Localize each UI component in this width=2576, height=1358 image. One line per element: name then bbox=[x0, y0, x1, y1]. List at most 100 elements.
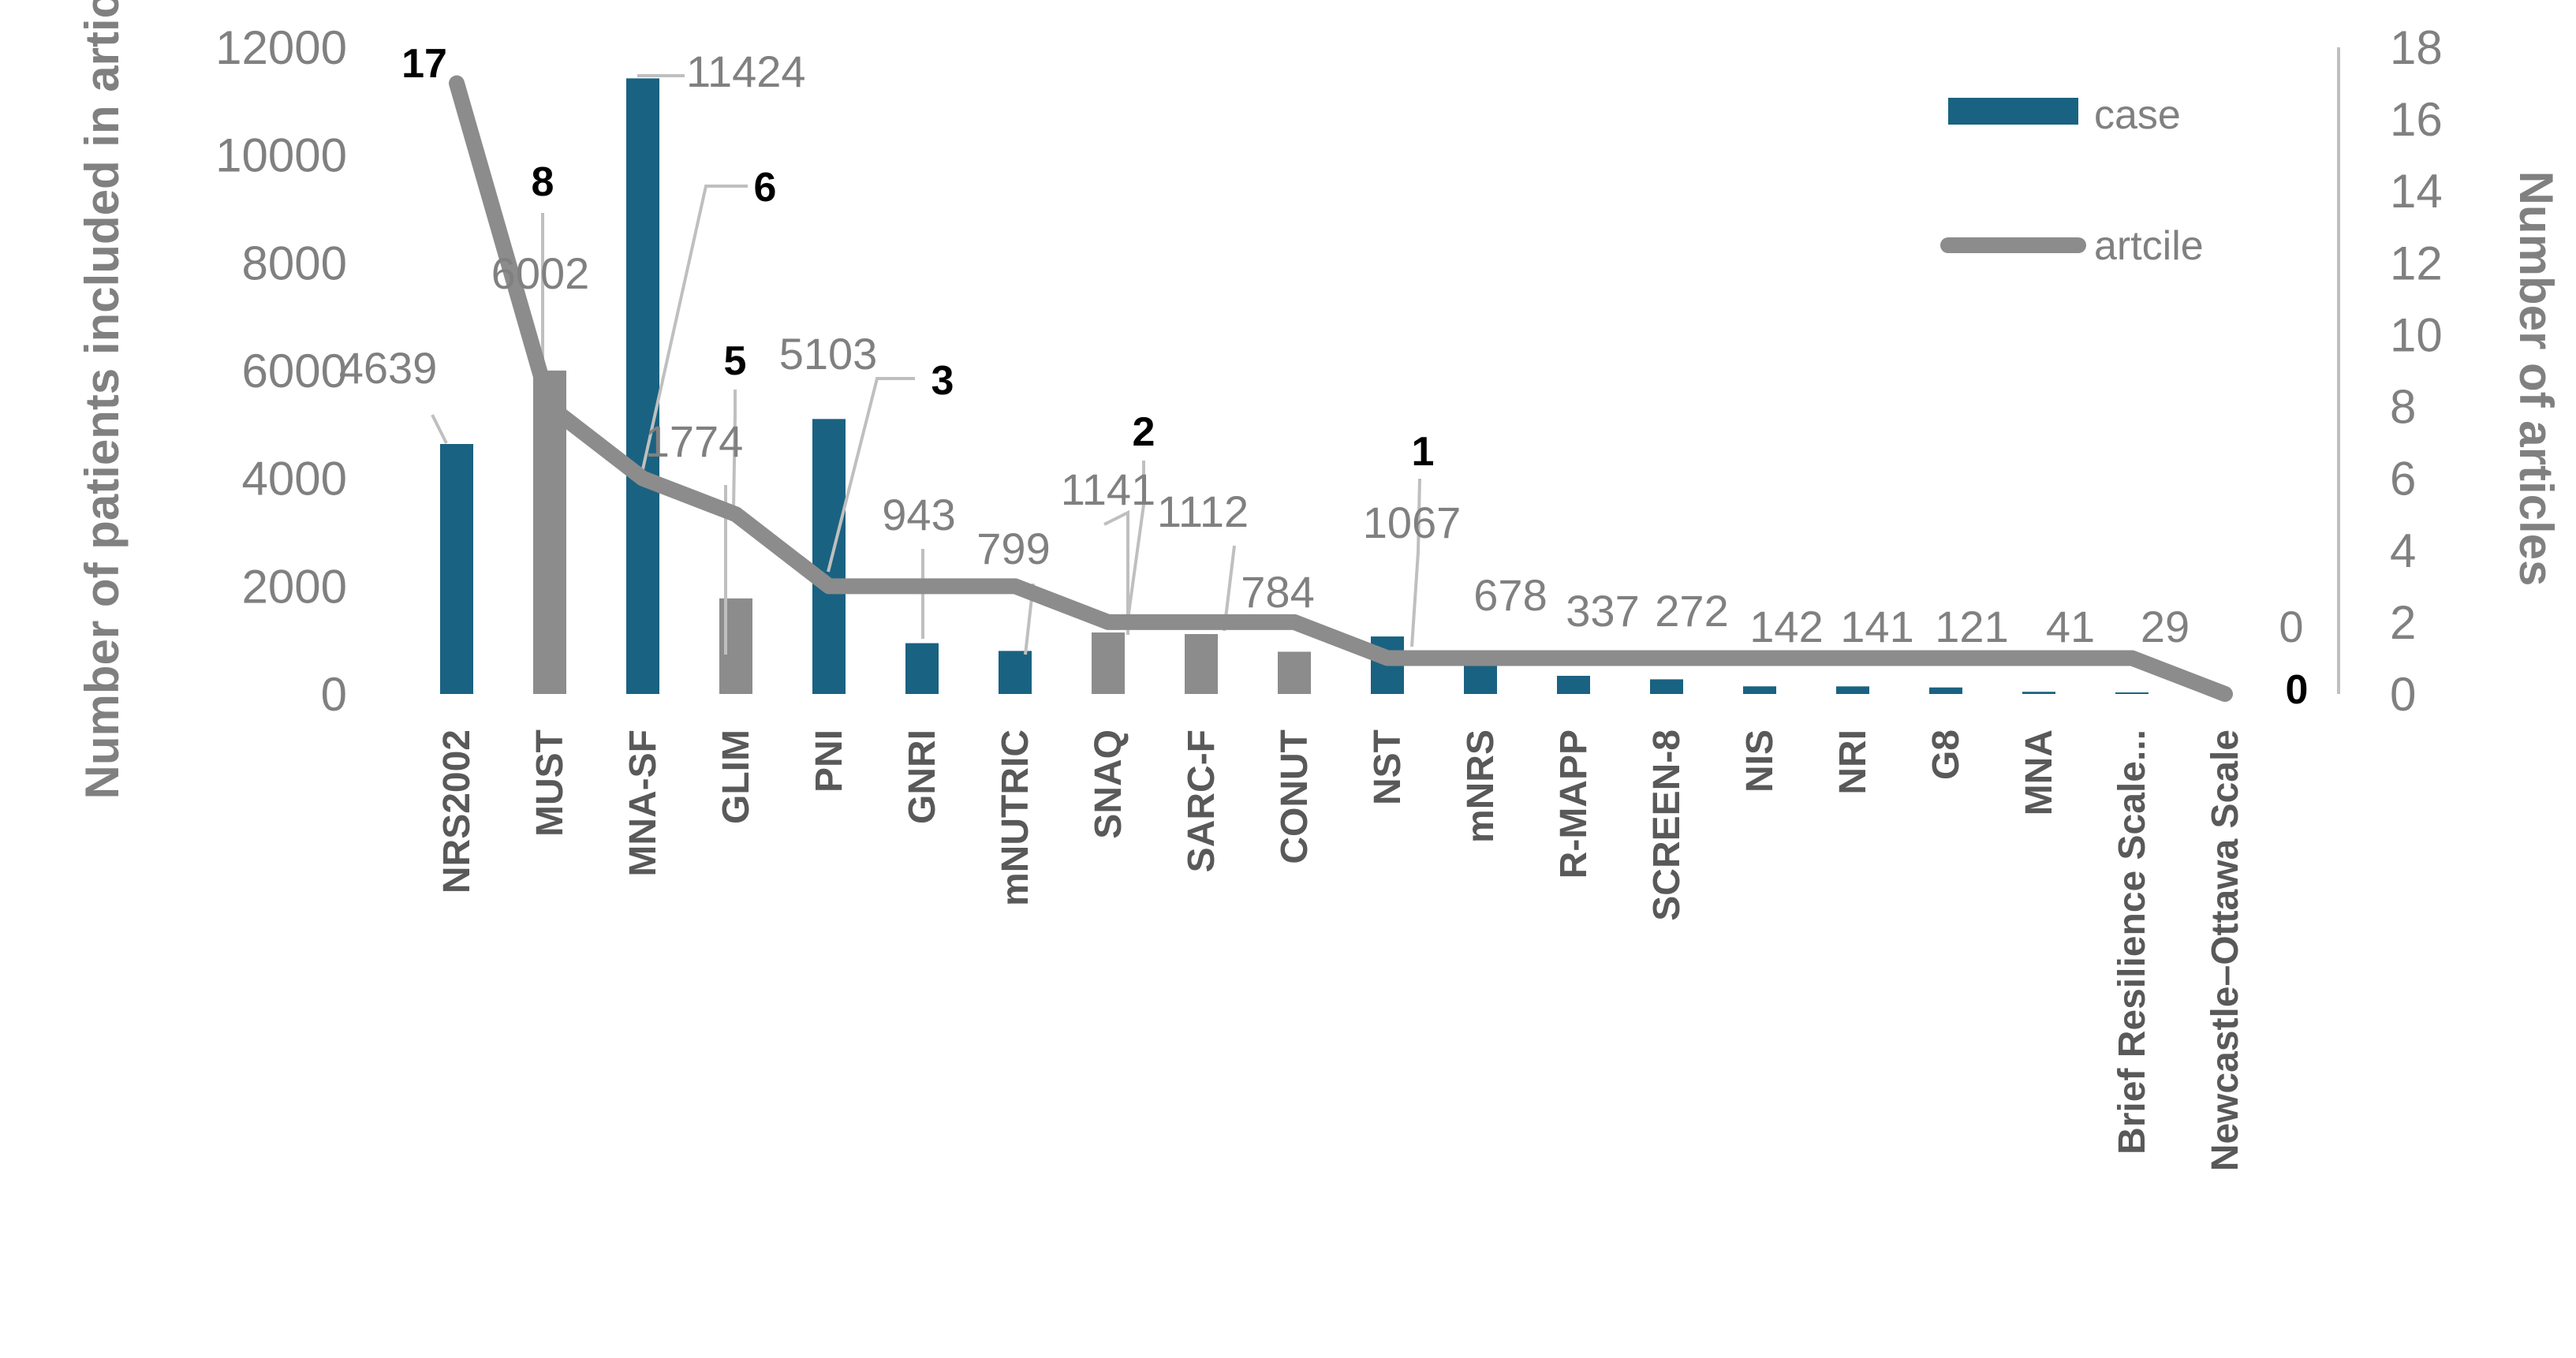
labels-layer: NRS2002 MUST MNA-SF GLIM PNI GNRI mNUTRIC SNAQ S… bbox=[339, 41, 2309, 1171]
leader-line bbox=[1126, 461, 1145, 620]
right-tick-label: 12 bbox=[2390, 237, 2443, 289]
bar-data-label: 4639 bbox=[339, 343, 438, 393]
category-label: mNRS bbox=[1460, 729, 1502, 843]
line-point bbox=[2223, 692, 2227, 696]
legend-swatch-case bbox=[1948, 98, 2078, 125]
bar-data-label: 272 bbox=[1655, 586, 1728, 636]
line-point bbox=[1944, 656, 1947, 660]
line-point bbox=[1851, 656, 1854, 660]
line-point bbox=[827, 584, 831, 588]
right-tick-label: 14 bbox=[2390, 165, 2443, 218]
category-label: G8 bbox=[1925, 729, 1967, 780]
article-data-label: 1 bbox=[1412, 429, 1435, 475]
bar-data-label: 121 bbox=[1935, 602, 2008, 651]
category-label: R-MAPP bbox=[1553, 729, 1595, 879]
right-tick-label: 18 bbox=[2390, 21, 2443, 74]
line-point bbox=[455, 81, 458, 85]
article-data-label: 6 bbox=[754, 165, 777, 211]
article-data-label: 5 bbox=[724, 338, 747, 384]
bar-data-label: 1774 bbox=[645, 416, 744, 466]
right-tick-label: 6 bbox=[2390, 453, 2416, 506]
line-point bbox=[1107, 620, 1110, 624]
bar-r-mapp bbox=[1557, 675, 1590, 694]
bar-conut bbox=[1278, 651, 1311, 694]
line-point bbox=[2130, 656, 2134, 660]
category-label: SNAQ bbox=[1088, 729, 1129, 839]
line-point bbox=[1758, 656, 1761, 660]
bar-data-label: 1112 bbox=[1157, 487, 1249, 536]
bar-data-label: 799 bbox=[976, 524, 1050, 573]
left-tick-label: 12000 bbox=[215, 21, 347, 74]
category-label: MUST bbox=[529, 729, 571, 837]
left-tick-label: 4000 bbox=[242, 453, 347, 506]
bar-screen-8 bbox=[1650, 679, 1683, 694]
bar-data-label: 1141 bbox=[1061, 464, 1155, 514]
bar-data-label: 5103 bbox=[779, 329, 878, 379]
right-tick-label: 0 bbox=[2390, 668, 2416, 721]
category-label: NST bbox=[1367, 729, 1409, 805]
bar-gnri bbox=[905, 643, 939, 694]
right-tick-label: 8 bbox=[2390, 381, 2416, 434]
line-point bbox=[1665, 656, 1668, 660]
line-point bbox=[548, 405, 551, 409]
bar-snaq bbox=[1092, 632, 1125, 694]
bar-nrs2002 bbox=[440, 444, 473, 694]
leader-line bbox=[641, 185, 748, 470]
bar-mna bbox=[2022, 692, 2055, 694]
bar-brief-resilience-scale- bbox=[2115, 692, 2149, 694]
category-label: Brief Resilience Scale... bbox=[2111, 729, 2153, 1155]
right-tick-label: 2 bbox=[2390, 596, 2416, 649]
line-point bbox=[641, 476, 644, 480]
article-data-label: 3 bbox=[931, 358, 954, 404]
line-point bbox=[1572, 656, 1575, 660]
axes-layer: 0200040006000800010000120000246810121416… bbox=[215, 21, 2443, 721]
category-label: mNUTRIC bbox=[995, 729, 1036, 906]
legend: case artcile bbox=[1940, 92, 2204, 269]
line-point bbox=[2037, 656, 2040, 660]
article-data-label: 2 bbox=[1133, 409, 1155, 455]
bar-g8 bbox=[1929, 687, 1962, 694]
bar-data-label: 1067 bbox=[1363, 498, 1462, 547]
line-layer bbox=[449, 75, 2233, 702]
category-label: CONUT bbox=[1274, 729, 1316, 864]
bar-data-label: 6002 bbox=[491, 248, 590, 298]
article-data-label: 8 bbox=[532, 159, 554, 205]
line-point bbox=[1293, 620, 1296, 624]
legend-label-artcile: artcile bbox=[2094, 223, 2204, 269]
bar-data-label: 141 bbox=[1840, 602, 1913, 651]
category-label: PNI bbox=[808, 729, 850, 793]
bar-data-label: 11424 bbox=[686, 47, 806, 96]
bar-sarc-f bbox=[1185, 634, 1218, 694]
category-label: GLIM bbox=[715, 729, 757, 824]
line-point bbox=[734, 513, 737, 517]
category-label: Newcastle–Ottawa Scale bbox=[2205, 729, 2246, 1171]
bar-nri bbox=[1836, 686, 1869, 694]
leader-line bbox=[1410, 478, 1421, 647]
left-tick-label: 2000 bbox=[242, 560, 347, 613]
leader-line bbox=[431, 414, 448, 444]
series-line-artcile bbox=[449, 75, 2233, 702]
bar-data-label: 142 bbox=[1749, 602, 1823, 651]
category-label: MNA-SF bbox=[622, 729, 664, 877]
bar-nis bbox=[1743, 686, 1776, 694]
category-label: GNRI bbox=[902, 729, 943, 824]
right-tick-label: 10 bbox=[2390, 308, 2443, 361]
bar-data-label: 0 bbox=[2279, 602, 2303, 651]
bar-data-label: 337 bbox=[1566, 586, 1639, 636]
leader-line bbox=[732, 390, 737, 509]
bar-data-label: 943 bbox=[882, 490, 955, 539]
line-point bbox=[1479, 656, 1482, 660]
category-label: SARC-F bbox=[1181, 729, 1223, 872]
bar-pni bbox=[812, 419, 846, 694]
article-data-label: 17 bbox=[401, 41, 447, 87]
category-label: NRI bbox=[1832, 729, 1874, 795]
leader-line bbox=[827, 377, 915, 573]
legend-label-case: case bbox=[2094, 92, 2181, 138]
left-tick-label: 6000 bbox=[242, 345, 347, 397]
category-label: NIS bbox=[1739, 729, 1781, 793]
line-point bbox=[1014, 584, 1017, 588]
line-point bbox=[1386, 656, 1389, 660]
bar-mna-sf bbox=[626, 78, 659, 695]
